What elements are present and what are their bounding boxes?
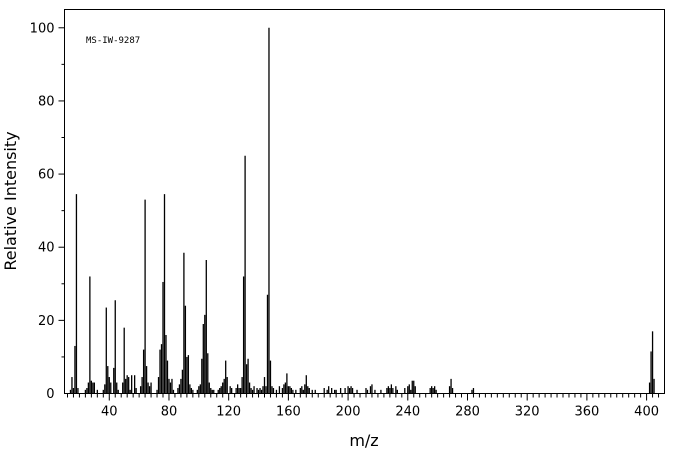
x-tick-label: 160 [276,405,301,420]
x-tick-label: 400 [634,405,659,420]
x-tick-label: 200 [336,405,361,420]
plot-frame [64,9,665,394]
y-tick-label: 0 [46,387,54,402]
x-axis-title: m/z [349,431,378,450]
x-tick-label: 320 [515,405,540,420]
y-tick-label: 80 [38,94,55,109]
y-tick-label: 40 [38,241,55,256]
y-axis-title: Relative Intensity [1,131,20,270]
spectrum-id-label: MS-IW-9287 [86,36,140,46]
y-tick-label: 60 [38,168,55,183]
x-tick-label: 40 [101,405,118,420]
x-tick-label: 280 [455,405,480,420]
y-axis: 0 20 40 60 80 100 [30,21,65,402]
x-tick-label: 360 [574,405,599,420]
y-tick-label: 100 [30,21,55,36]
y-tick-label: 20 [38,314,55,329]
x-tick-label: 240 [395,405,420,420]
x-axis: 40 80 120 160 200 240 280 320 360 400 [66,393,660,420]
x-tick-label: 120 [216,405,241,420]
peaks [69,27,655,394]
x-tick-label: 80 [161,405,178,420]
